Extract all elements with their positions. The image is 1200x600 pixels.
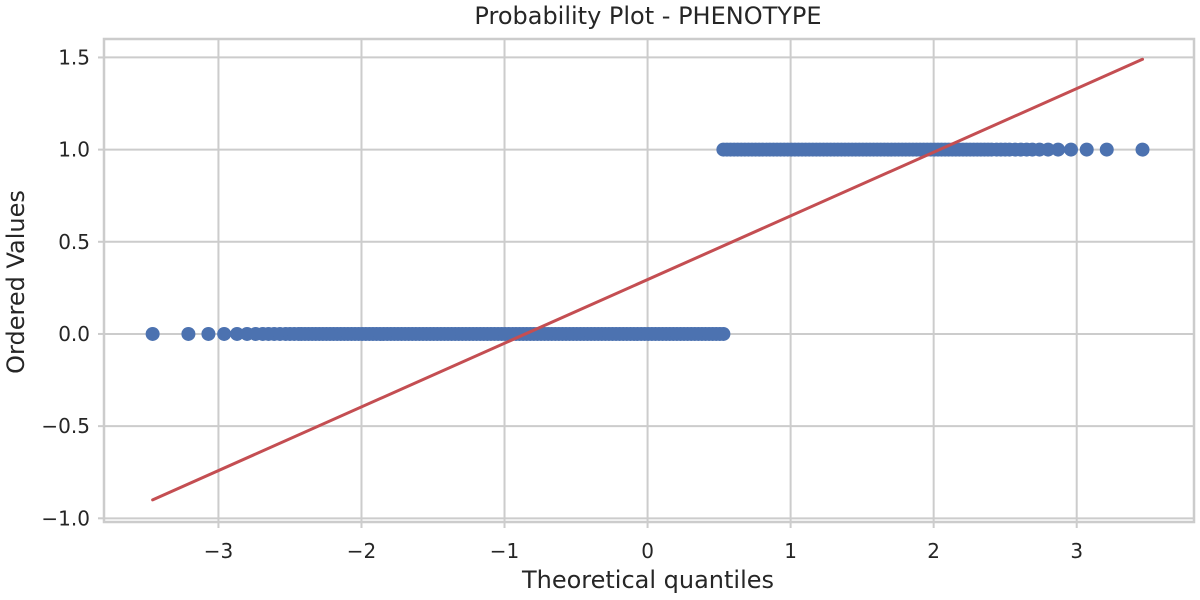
plot-frame (102, 37, 1196, 524)
data-point (1063, 142, 1078, 157)
y-tick-label: 1.5 (58, 45, 90, 69)
x-tick-label: 0 (641, 539, 654, 563)
x-tick-label: 1 (784, 539, 797, 563)
data-point (1135, 142, 1150, 157)
y-tick-label: −0.5 (41, 414, 90, 438)
x-tick-label: 2 (927, 539, 940, 563)
data-point (1079, 142, 1094, 157)
data-point (1051, 142, 1066, 157)
y-tick-label: 1.0 (58, 138, 90, 162)
data-point (217, 326, 232, 341)
axis-ticks: −3 −2 −1 0 1 2 3 −1.0 −0.5 0.0 0.5 1.0 1.5 (41, 45, 1083, 563)
x-tick-label: −3 (204, 539, 233, 563)
data-point (201, 326, 216, 341)
data-point (230, 326, 245, 341)
x-tick-label: 3 (1070, 539, 1083, 563)
data-point (145, 326, 160, 341)
data-point (716, 326, 731, 341)
data-point (1099, 142, 1114, 157)
fit-line (151, 57, 1145, 502)
y-tick-label: 0.0 (58, 322, 90, 346)
y-tick-label: 0.5 (58, 230, 90, 254)
fit-line-group (151, 57, 1145, 502)
data-point (984, 142, 999, 157)
y-axis-label: Ordered Values (2, 190, 30, 374)
chart-title: Probability Plot - PHENOTYPE (474, 2, 821, 30)
data-point (181, 326, 196, 341)
y-tick-label: −1.0 (41, 506, 90, 530)
x-tick-label: −1 (490, 539, 519, 563)
grid (104, 39, 1194, 522)
x-axis-label: Theoretical quantiles (521, 566, 774, 594)
x-tick-label: −2 (347, 539, 376, 563)
